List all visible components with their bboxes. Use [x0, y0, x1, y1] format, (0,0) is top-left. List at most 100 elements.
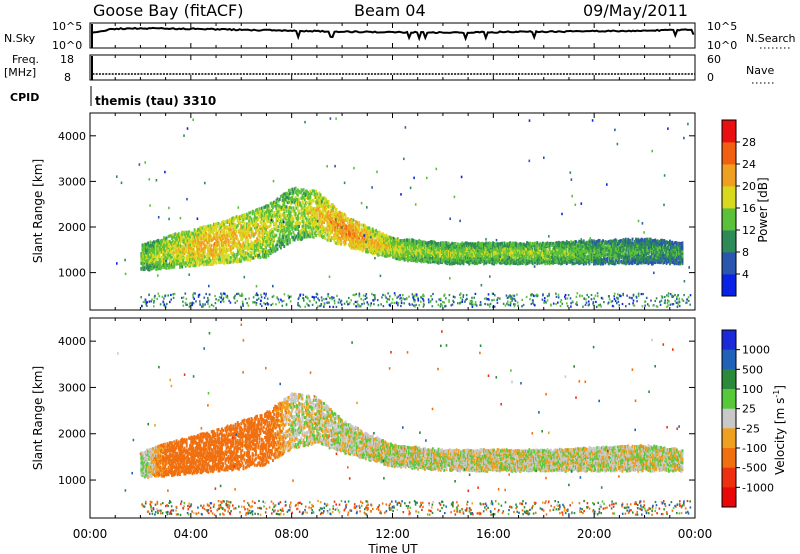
data-cell	[515, 242, 518, 246]
data-cell	[391, 246, 393, 250]
data-cell	[545, 249, 548, 253]
data-cell	[180, 233, 182, 237]
data-cell	[228, 227, 231, 231]
data-cell	[362, 229, 365, 234]
data-cell	[433, 257, 435, 261]
data-cell	[158, 246, 161, 250]
data-cell	[282, 207, 285, 211]
data-cell	[342, 229, 345, 233]
data-cell	[284, 207, 287, 211]
data-cell	[197, 254, 199, 258]
data-cell	[143, 246, 146, 250]
data-cell	[290, 196, 293, 200]
data-cell	[267, 207, 270, 211]
data-cell	[470, 254, 473, 258]
data-cell	[574, 253, 577, 257]
data-cell	[221, 240, 223, 244]
data-cell	[484, 247, 486, 251]
data-cell	[210, 224, 213, 228]
data-cell	[366, 226, 369, 230]
data-cell	[306, 211, 308, 215]
data-cell	[214, 225, 217, 229]
data-cell	[222, 220, 224, 224]
data-cell	[198, 227, 201, 231]
data-cell	[319, 225, 322, 229]
data-cell	[414, 241, 417, 245]
data-cell	[211, 259, 214, 263]
data-cell	[493, 258, 496, 262]
data-cell	[295, 206, 298, 210]
data-cell	[561, 260, 564, 264]
data-cell	[140, 267, 143, 271]
data-cell	[242, 244, 245, 249]
data-cell	[537, 256, 540, 260]
data-cell	[374, 240, 376, 244]
data-cell	[483, 247, 485, 252]
data-cell	[290, 202, 293, 206]
data-cell	[159, 257, 162, 262]
data-cell	[245, 256, 248, 260]
data-cell	[518, 252, 521, 256]
data-cell	[298, 197, 300, 201]
data-cell	[314, 225, 316, 229]
data-cell	[565, 245, 568, 249]
data-cell	[494, 242, 497, 246]
data-cell	[222, 245, 224, 249]
data-cell	[477, 259, 480, 263]
data-cell	[241, 234, 244, 238]
data-cell	[537, 247, 540, 251]
data-cell	[436, 258, 439, 262]
data-cell	[479, 244, 482, 248]
data-cell	[269, 209, 272, 214]
data-cell	[570, 240, 573, 244]
data-cell	[489, 256, 492, 260]
data-cell	[259, 242, 262, 246]
data-cell	[357, 238, 359, 242]
data-cell	[490, 254, 493, 258]
data-cell	[497, 247, 500, 251]
data-cell	[399, 257, 401, 261]
data-cell	[521, 250, 524, 255]
data-cell	[485, 250, 488, 254]
data-cell	[159, 263, 162, 267]
data-cell	[221, 234, 223, 238]
data-cell	[402, 239, 405, 243]
data-cell	[469, 247, 472, 251]
data-cell	[459, 258, 462, 262]
data-cell	[194, 263, 197, 267]
data-cell	[500, 257, 502, 261]
data-cell	[410, 241, 413, 245]
data-cell	[568, 255, 570, 259]
data-cell	[471, 242, 474, 246]
data-cell	[564, 247, 567, 251]
data-cell	[525, 251, 527, 255]
data-cell	[450, 251, 452, 255]
data-cell	[216, 254, 219, 258]
data-cell	[481, 259, 484, 263]
data-cell	[487, 256, 490, 260]
data-cell	[242, 213, 245, 217]
data-cell	[264, 229, 266, 233]
data-cell	[462, 262, 465, 266]
data-cell	[243, 256, 246, 260]
data-cell	[542, 251, 544, 255]
data-cell	[346, 217, 349, 221]
data-cell	[365, 225, 367, 229]
data-cell	[265, 246, 268, 250]
data-cell	[283, 206, 286, 210]
data-cell	[520, 250, 523, 254]
data-cell	[387, 241, 390, 245]
data-cell	[430, 242, 433, 246]
data-cell	[418, 257, 421, 261]
data-cell	[185, 230, 188, 234]
data-cell	[282, 195, 285, 199]
data-cell	[309, 211, 312, 215]
data-cell	[207, 226, 210, 230]
data-cell	[260, 230, 263, 234]
data-cell	[570, 243, 573, 247]
data-cell	[460, 242, 463, 246]
data-cell	[270, 208, 273, 212]
data-cell	[362, 241, 365, 245]
data-cell	[253, 212, 256, 216]
data-cell	[285, 227, 288, 231]
